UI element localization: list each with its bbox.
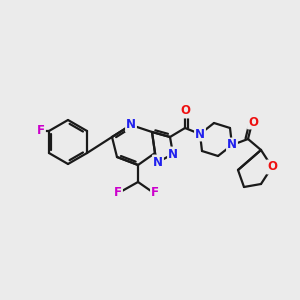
- Text: O: O: [267, 160, 277, 173]
- Text: N: N: [227, 139, 237, 152]
- Text: O: O: [248, 116, 258, 128]
- Text: N: N: [126, 118, 136, 131]
- Text: N: N: [168, 148, 178, 160]
- Text: F: F: [151, 185, 159, 199]
- Text: N: N: [195, 128, 205, 140]
- Text: F: F: [114, 185, 122, 199]
- Text: O: O: [180, 104, 190, 118]
- Text: N: N: [153, 155, 163, 169]
- Text: F: F: [37, 124, 45, 137]
